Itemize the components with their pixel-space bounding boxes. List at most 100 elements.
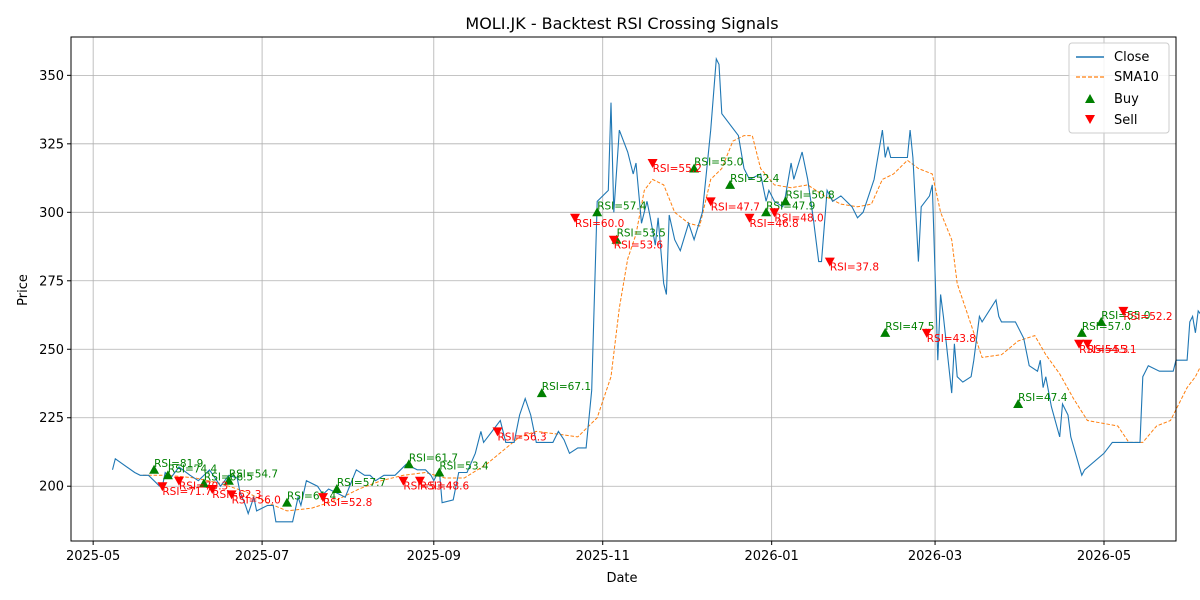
x-tick-label: 2025-09	[407, 549, 461, 564]
buy-marker	[725, 179, 736, 189]
buy-marker	[592, 207, 603, 217]
sell-marker	[398, 476, 409, 486]
series-line-sma10	[143, 135, 1200, 512]
buy-label: RSI=53.4	[439, 461, 489, 473]
sell-label: RSI=52.8	[323, 497, 372, 509]
chart-title: MOLI.JK - Backtest RSI Crossing Signals	[465, 14, 778, 33]
buy-label: RSI=81.9	[154, 458, 203, 470]
buy-label: RSI=52.4	[730, 173, 780, 185]
sell-label: RSI=56.3	[497, 431, 546, 443]
buy-label: RSI=54.7	[229, 469, 278, 481]
buy-marker	[536, 388, 547, 398]
buy-label: RSI=47.4	[1018, 392, 1068, 404]
sell-label: RSI=48.0	[774, 212, 823, 224]
sell-marker	[207, 484, 218, 494]
sell-label: RSI=71.7	[162, 486, 211, 498]
sell-label: RSI=60.0	[575, 218, 624, 230]
sell-marker	[414, 476, 425, 486]
sell-label: RSI=46.8	[750, 218, 799, 230]
legend: Close SMA10 Buy Sell	[1068, 42, 1170, 134]
y-tick-label: 225	[39, 411, 64, 426]
y-tick-label: 300	[39, 206, 64, 221]
sell-marker	[226, 490, 237, 500]
sell-label: RSI=52.2	[1123, 311, 1172, 323]
sell-label: RSI=55.2	[653, 163, 702, 175]
x-tick-label: 2025-05	[66, 549, 120, 564]
sell-marker	[492, 427, 503, 437]
buy-label: RSI=57.7	[337, 477, 386, 489]
buy-marker	[780, 196, 791, 206]
sell-label: RSI=37.8	[830, 262, 879, 274]
sell-marker	[318, 493, 329, 503]
legend-box	[1068, 42, 1170, 134]
buy-marker	[689, 163, 700, 173]
buy-marker	[223, 475, 234, 485]
buy-marker	[198, 478, 209, 488]
sell-label: RSI=43.8	[927, 333, 976, 345]
sell-label: RSI=53.4	[403, 481, 453, 493]
x-axis-label: Date	[606, 571, 637, 586]
buy-label: RSI=67.1	[542, 381, 591, 393]
buy-marker	[434, 467, 445, 477]
buy-label: RSI=55.0	[1101, 310, 1150, 322]
buy-marker	[1013, 399, 1024, 409]
buy-marker	[1076, 327, 1087, 337]
sell-marker	[174, 476, 185, 486]
buy-marker	[880, 327, 891, 337]
sell-marker	[705, 197, 716, 207]
buy-label: RSI=61.7	[409, 452, 458, 464]
sell-marker	[570, 213, 581, 223]
sell-label: RSI=70.3	[179, 481, 228, 493]
legend-sma-label: SMA10	[1114, 70, 1159, 85]
buy-marker	[149, 464, 160, 474]
sell-marker	[744, 213, 755, 223]
buy-label: RSI=55.0	[694, 156, 743, 168]
y-axis-ticks: 200 225 250 275 300 325 350	[39, 69, 71, 495]
sell-marker	[1074, 339, 1085, 349]
buy-label: RSI=47.5	[885, 321, 934, 333]
series-line-close	[111, 56, 1200, 523]
grid-lines	[71, 37, 1176, 541]
y-tick-label: 275	[39, 274, 64, 289]
sell-label: RSI=62.3	[212, 489, 261, 501]
buy-label: RSI=53.5	[617, 228, 666, 240]
buy-label: RSI=74.4	[168, 463, 218, 475]
sell-label: RSI=48.6	[420, 481, 470, 493]
y-axis-label: Price	[16, 274, 31, 306]
buy-marker	[282, 497, 293, 507]
legend-buy-marker	[1085, 94, 1095, 103]
plot-frame	[70, 36, 1177, 542]
sell-marker	[608, 235, 619, 245]
sell-marker	[157, 482, 168, 492]
sell-marker	[769, 208, 780, 218]
sell-label: RSI=47.7	[711, 201, 760, 213]
buy-marker	[1096, 316, 1107, 326]
sell-label: RSI=54.3	[1079, 344, 1128, 356]
legend-close-label: Close	[1114, 50, 1149, 65]
buy-label: RSI=50.8	[786, 189, 835, 201]
y-tick-label: 325	[39, 137, 64, 152]
legend-buy-label: Buy	[1114, 92, 1139, 107]
buy-label: RSI=57.4	[597, 200, 647, 212]
sell-marker	[647, 159, 658, 168]
sell-label: RSI=53.6	[614, 240, 664, 252]
x-axis-ticks: 2025-05 2025-07 2025-09 2025-11 2026-01 2026-…	[66, 541, 1131, 564]
legend-sell-label: Sell	[1114, 113, 1137, 128]
x-tick-label: 2025-07	[235, 549, 289, 564]
sell-label: RSI=56.0	[232, 494, 281, 506]
y-tick-label: 350	[39, 69, 64, 84]
plot-area: RSI=81.9RSI=74.4RSI=66.5RSI=54.7RSI=61.4…	[111, 56, 1200, 523]
sell-marker	[1082, 339, 1093, 349]
buy-marker	[761, 207, 772, 217]
buy-label: RSI=57.0	[1082, 321, 1131, 333]
x-tick-label: 2026-05	[1077, 549, 1131, 564]
sell-marker	[1118, 306, 1129, 316]
x-tick-label: 2026-01	[745, 549, 799, 564]
buy-marker	[403, 459, 414, 469]
y-tick-label: 200	[39, 480, 64, 495]
buy-marker	[162, 470, 173, 480]
sell-marker	[824, 257, 835, 267]
y-tick-label: 250	[39, 343, 64, 358]
sell-label: RSI=55.1	[1087, 344, 1136, 356]
